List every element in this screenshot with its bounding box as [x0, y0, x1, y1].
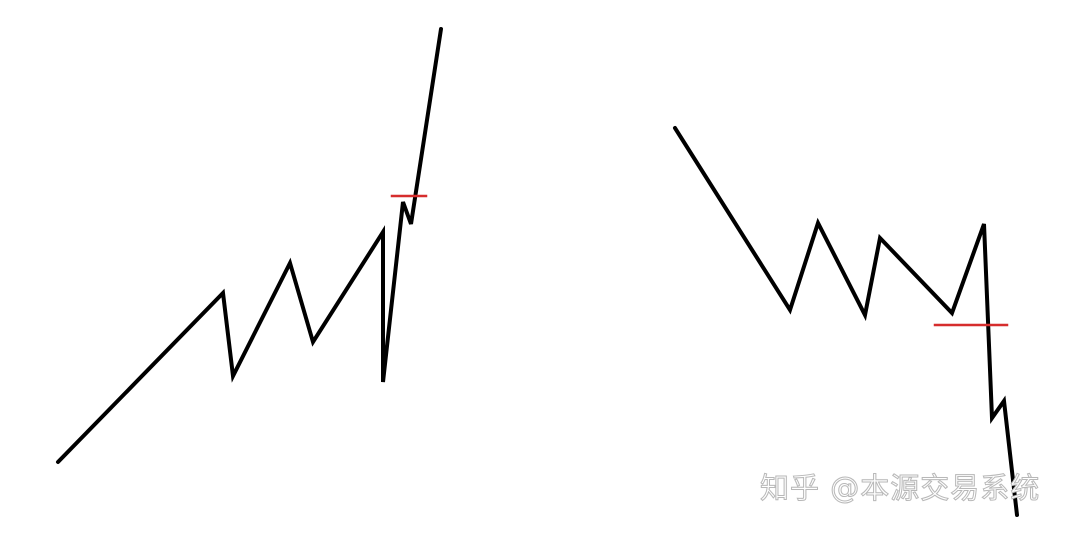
left-price-line — [56, 27, 443, 464]
right-price-line — [673, 126, 1019, 517]
left-pattern — [56, 27, 443, 464]
right-pattern — [673, 126, 1019, 517]
watermark-text: 知乎 @本源交易系统 — [759, 471, 1041, 505]
